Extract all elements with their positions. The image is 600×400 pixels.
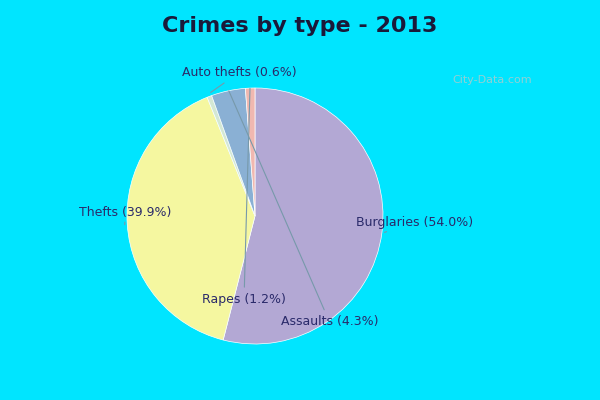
Wedge shape [207,96,255,216]
Wedge shape [223,88,383,344]
Wedge shape [127,97,255,340]
Text: Assaults (4.3%): Assaults (4.3%) [229,91,378,328]
Text: Rapes (1.2%): Rapes (1.2%) [202,88,286,306]
Wedge shape [245,88,255,216]
Wedge shape [212,88,255,216]
Text: Crimes by type - 2013: Crimes by type - 2013 [163,16,437,36]
Text: City-Data.com: City-Data.com [452,75,532,85]
Text: Burglaries (54.0%): Burglaries (54.0%) [356,216,473,232]
Text: Thefts (39.9%): Thefts (39.9%) [79,206,172,225]
Text: Auto thefts (0.6%): Auto thefts (0.6%) [182,66,297,92]
